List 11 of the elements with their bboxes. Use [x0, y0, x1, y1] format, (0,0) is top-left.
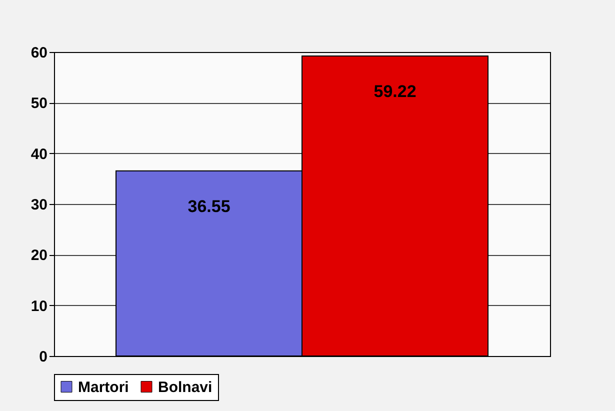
legend-label: Bolnavi: [158, 378, 212, 396]
y-tick-label: 50: [30, 95, 48, 112]
y-tick-label: 40: [30, 146, 48, 163]
y-tick-label: 30: [30, 196, 48, 214]
legend-label: Martori: [78, 378, 129, 396]
y-tick-label: 20: [30, 247, 48, 264]
y-tick-label: 60: [30, 44, 48, 62]
data-label: 36.55: [188, 196, 230, 216]
y-tick-label: 0: [39, 348, 48, 366]
data-label: 59.22: [374, 82, 416, 101]
y-tick-label: 10: [30, 298, 48, 315]
